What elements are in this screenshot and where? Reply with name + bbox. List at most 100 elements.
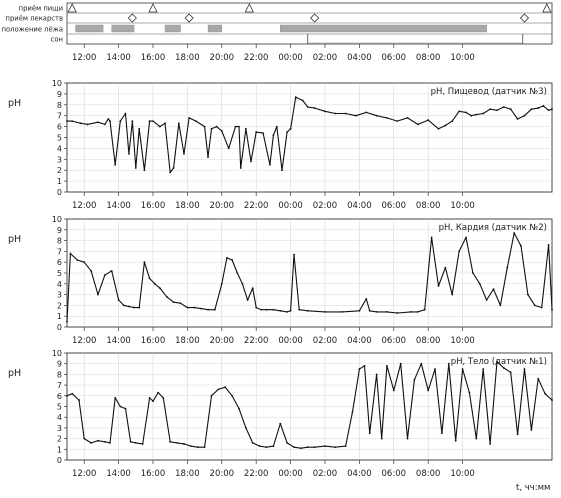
ph-data-point	[496, 109, 498, 112]
ph-data-point	[458, 250, 461, 253]
ph-data-point	[334, 446, 337, 449]
ph-data-point	[76, 259, 79, 261]
ph-data-point	[143, 261, 146, 264]
ph-data-point	[103, 274, 106, 277]
meal-marker	[244, 3, 254, 13]
ph-data-point	[148, 120, 151, 123]
ph-data-point	[71, 120, 74, 123]
ph-data-point	[482, 112, 485, 115]
y-tick-label: 2	[57, 301, 62, 310]
ph-data-point	[83, 437, 86, 440]
ph-data-point	[255, 131, 258, 133]
ph-data-point	[537, 377, 540, 380]
ph-data-point	[465, 111, 467, 114]
ph-data-point	[195, 120, 197, 123]
ph-data-point	[119, 405, 122, 408]
ph-data-point	[399, 362, 402, 365]
time-tick-label: 12:00	[72, 53, 97, 63]
x-tick-label: 10:00	[450, 336, 475, 346]
ph-data-point	[533, 304, 536, 307]
ph-data-point	[489, 443, 491, 445]
ph-data-point	[530, 429, 533, 431]
ph-data-point	[542, 104, 545, 107]
ph-data-point	[172, 167, 175, 169]
y-tick-label: 5	[57, 403, 62, 412]
x-tick-label: 10:00	[450, 469, 475, 479]
ph-data-point	[513, 232, 516, 234]
ph-data-point	[203, 125, 206, 128]
ph-data-point	[119, 120, 122, 123]
ph-data-point	[134, 167, 137, 169]
x-tick-label: 12:00	[72, 469, 97, 479]
x-tick-label: 00:00	[278, 336, 303, 346]
ph-data-point	[471, 272, 474, 274]
x-tick-label: 22:00	[244, 469, 269, 479]
y-tick-label: 9	[57, 226, 62, 235]
ph-data-point	[502, 367, 505, 369]
ph-data-point	[458, 110, 461, 113]
ph-data-point	[324, 310, 326, 313]
ph-data-point	[279, 309, 282, 312]
event-tracks-frame	[66, 2, 553, 45]
ph-data-point	[148, 277, 151, 280]
ph-data-point	[451, 120, 454, 123]
ph-data-point	[109, 120, 111, 123]
ph-data-point	[162, 397, 165, 399]
ph-data-point	[97, 293, 99, 296]
medication-marker	[127, 13, 137, 23]
time-tick-label: 14:00	[106, 53, 131, 63]
y-tick-label: 2	[57, 166, 62, 175]
ph-data-point	[444, 124, 447, 127]
medication-marker	[310, 13, 320, 23]
ph-data-point	[210, 394, 213, 397]
ph-data-point	[220, 282, 223, 285]
ph-data-point	[547, 109, 550, 112]
ph-data-point	[396, 120, 399, 123]
ph-data-point	[231, 259, 234, 261]
ph-data-point	[523, 114, 526, 117]
ph-data-point	[83, 261, 86, 264]
y-axis-label: pH	[8, 368, 21, 379]
ph-data-point	[169, 171, 172, 174]
ph-data-point	[141, 443, 144, 445]
ph-data-point	[200, 307, 203, 310]
ph-data-point	[451, 293, 454, 296]
ph-data-point	[470, 114, 473, 117]
ph-data-point	[177, 122, 180, 125]
lying-segment	[280, 24, 487, 33]
ph-data-point	[224, 386, 227, 389]
x-tick-label: 04:00	[347, 469, 372, 479]
meal-marker	[148, 3, 158, 13]
ph-data-point	[207, 156, 209, 159]
y-tick-label: 3	[57, 424, 62, 433]
y-tick-label: 6	[57, 258, 62, 267]
ph-data-point	[258, 445, 261, 447]
x-tick-label: 18:00	[175, 336, 200, 346]
ph-data-point	[551, 108, 553, 111]
x-tick-label: 06:00	[382, 469, 407, 479]
ph-data-point	[527, 293, 529, 296]
time-tick-label: 22:00	[244, 53, 269, 63]
ph-data-point	[444, 266, 447, 269]
event-row-label: приём пищи	[19, 5, 63, 13]
ph-data-point	[430, 236, 433, 239]
ph-data-point	[241, 282, 244, 285]
y-tick-label: 3	[57, 291, 62, 300]
event-row-label: положение лёжа	[2, 26, 63, 34]
y-tick-label: 10	[52, 349, 62, 358]
ph-series-line	[66, 361, 553, 449]
ph-data-point	[272, 308, 275, 311]
ph-data-point	[210, 127, 213, 130]
ph-data-point	[375, 310, 378, 313]
ph-data-point	[66, 120, 68, 123]
ph-data-point	[128, 305, 130, 308]
ph-data-point	[262, 132, 264, 135]
y-tick-label: 3	[57, 155, 62, 164]
ph-data-point	[251, 287, 254, 290]
ph-data-point	[215, 125, 218, 128]
ph-data-point	[214, 308, 216, 311]
ph-data-point	[152, 120, 154, 123]
medication-marker	[184, 13, 194, 23]
y-tick-label: 9	[57, 90, 62, 99]
